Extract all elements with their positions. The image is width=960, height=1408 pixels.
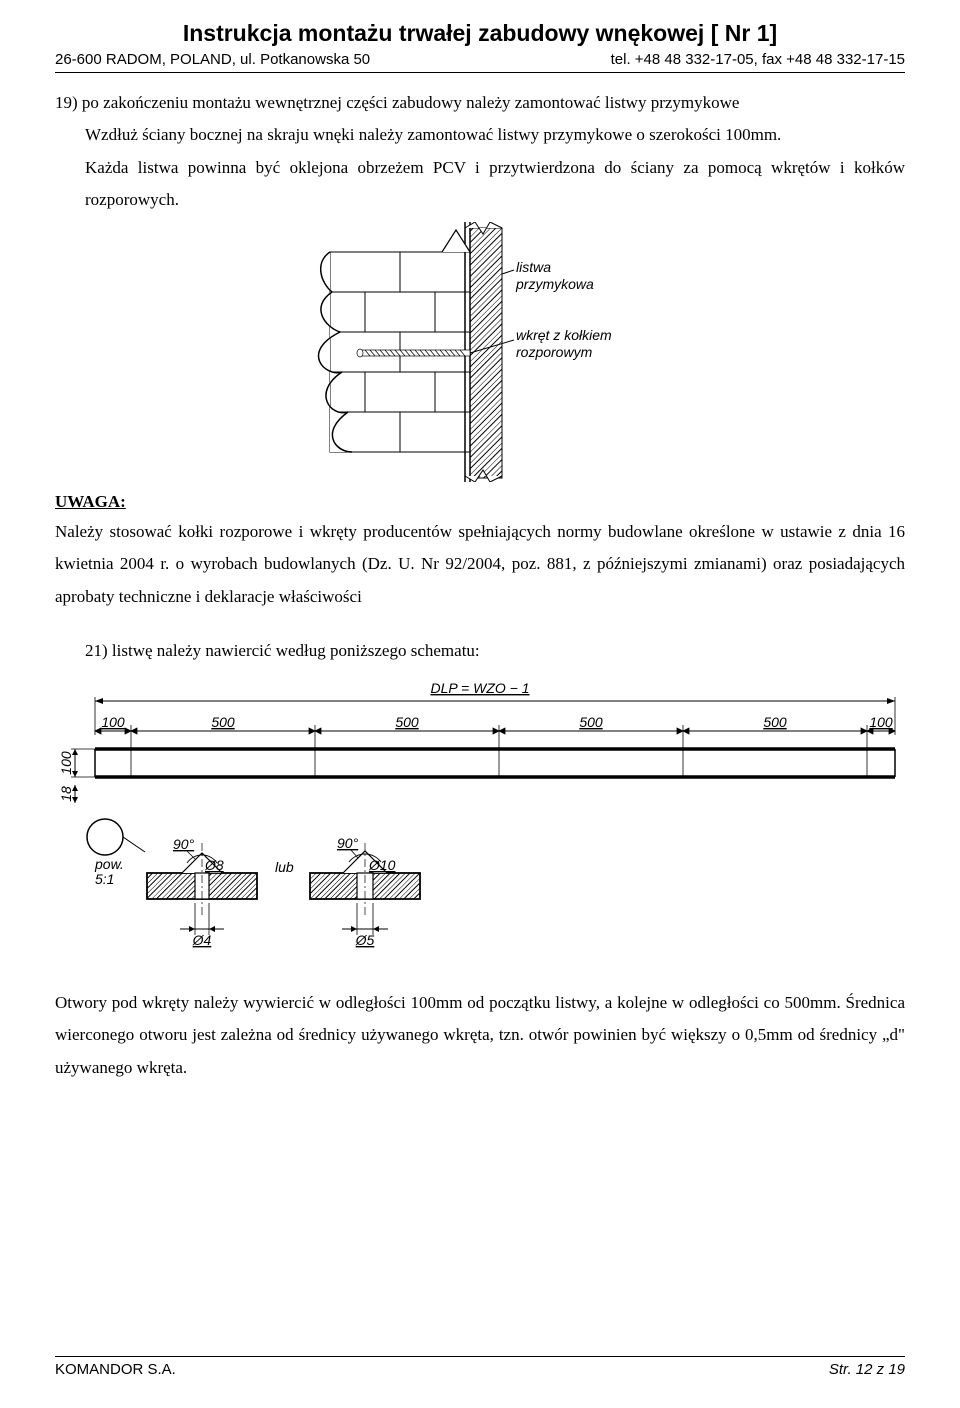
lbl-d8: Ø8 xyxy=(204,857,224,873)
lbl-listwa: listwa xyxy=(516,259,551,275)
lbl-d5: Ø5 xyxy=(355,932,375,948)
doc-title: Instrukcja montażu trwałej zabudowy wnęk… xyxy=(55,20,905,47)
lbl-wkret-2: rozporowym xyxy=(516,344,593,360)
bottom-paragraph: Otwory pod wkręty należy wywiercić w odl… xyxy=(55,987,905,1084)
footer: KOMANDOR S.A. Str. 12 z 19 xyxy=(55,1356,905,1378)
title-main: Instrukcja montażu trwałej zabudowy wnęk… xyxy=(183,20,711,46)
height-dim: 100 xyxy=(58,751,74,775)
footer-company: KOMANDOR S.A. xyxy=(55,1361,176,1378)
lbl-pow: pow. xyxy=(94,856,124,872)
lbl-d10: Ø10 xyxy=(368,857,396,873)
doc-subheader: 26-600 RADOM, POLAND, ul. Potkanowska 50… xyxy=(55,51,905,73)
uwaga-heading: UWAGA: xyxy=(55,492,905,512)
dim-0: 100 xyxy=(101,714,125,730)
title-num: [ Nr 1] xyxy=(711,20,777,46)
dim-1: 500 xyxy=(211,714,235,730)
lbl-przymykowa: przymykowa xyxy=(515,276,594,292)
diagram-drilling-plan: DLP = WZO − 1 xyxy=(55,679,905,809)
dim-2: 500 xyxy=(395,714,419,730)
step-19-line3: Każda listwa powinna być oklejona obrzeż… xyxy=(55,152,905,217)
diagram-wall-section: listwa przymykowa wkręt z kołkiem rozpor… xyxy=(270,222,690,482)
formula-label: DLP = WZO − 1 xyxy=(430,680,529,696)
lbl-lub: lub xyxy=(275,859,294,875)
step-21: 21) listwę należy nawiercić według poniż… xyxy=(55,641,905,661)
dim-5: 100 xyxy=(869,714,893,730)
lbl-wkret-1: wkręt z kołkiem xyxy=(516,327,612,343)
dim-4: 500 xyxy=(763,714,787,730)
step-19-line1: 19) po zakończeniu montażu wewnętrznej c… xyxy=(55,87,905,119)
lbl-90-b: 90° xyxy=(337,835,359,851)
uwaga-text: Należy stosować kołki rozporowe i wkręty… xyxy=(55,516,905,613)
lbl-scale: 5:1 xyxy=(95,871,114,887)
step-19: 19) po zakończeniu montażu wewnętrznej c… xyxy=(55,87,905,216)
diagram-detail-5-1: pow. 5:1 90° Ø8 Ø4 xyxy=(75,817,475,957)
lbl-d4: Ø4 xyxy=(192,932,212,948)
step-19-line2: Wzdłuż ściany bocznej na skraju wnęki na… xyxy=(55,119,905,151)
lbl-90-a: 90° xyxy=(173,836,195,852)
contact: tel. +48 48 332-17-05, fax +48 48 332-17… xyxy=(611,51,905,68)
footer-page: Str. 12 z 19 xyxy=(829,1361,905,1378)
dim-3: 500 xyxy=(579,714,603,730)
address: 26-600 RADOM, POLAND, ul. Potkanowska 50 xyxy=(55,51,370,68)
gap-dim: 18 xyxy=(58,786,74,802)
